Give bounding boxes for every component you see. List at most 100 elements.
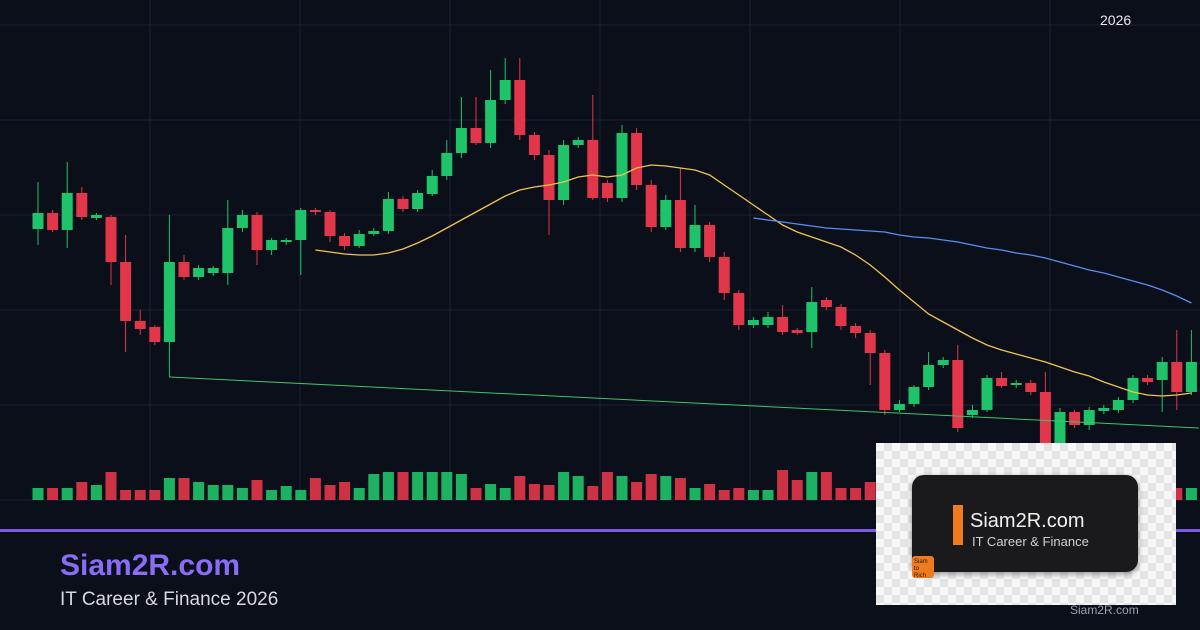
volume-bar [645, 474, 657, 500]
candle-body [981, 378, 993, 410]
volume-bar [674, 478, 686, 500]
volume-bar [339, 482, 351, 500]
volume-bar [733, 488, 745, 500]
volume-bar [324, 485, 336, 500]
candle-body [1054, 412, 1066, 445]
grid [0, 0, 1200, 501]
candle-body [777, 317, 789, 332]
candle-body [470, 128, 482, 143]
candle-body [1185, 362, 1197, 392]
candle-body [295, 210, 307, 240]
candle-body [251, 215, 263, 250]
volume-bar [163, 478, 175, 500]
tagline: IT Career & Finance 2026 [60, 589, 279, 610]
volume-bar [368, 474, 380, 500]
volume-bar [587, 486, 599, 500]
volume-bar [689, 488, 701, 500]
candle-body [893, 404, 905, 410]
candle-body [455, 128, 467, 153]
candle-body [485, 100, 497, 143]
candle-body [90, 215, 102, 218]
volume-bar [295, 490, 307, 500]
candle-body [412, 193, 424, 209]
volume-bar [149, 490, 161, 500]
volume-bar [704, 484, 716, 500]
volume-bar [236, 488, 248, 500]
volume-bar [777, 470, 789, 500]
volume-bar [193, 482, 205, 500]
candle-body [996, 378, 1008, 386]
volume-bar [222, 485, 234, 500]
volume-bar [309, 478, 321, 500]
candle-body [61, 193, 73, 230]
volume-bar [441, 472, 453, 500]
candle-body [631, 133, 643, 185]
candle-body [1025, 383, 1037, 392]
divider [0, 529, 1200, 532]
volume-bar [397, 472, 409, 500]
candle-body [514, 80, 526, 135]
brand: Siam2R.com [60, 549, 241, 582]
volume-bar [485, 484, 497, 500]
candle-body [1098, 408, 1110, 411]
candle-body [1112, 400, 1124, 410]
volume-bar [76, 482, 88, 500]
volume-bar [835, 488, 847, 500]
candle-body [266, 240, 278, 250]
volume-bar [660, 476, 672, 500]
candle-body [134, 321, 146, 329]
logo-name: Siam2R.com [970, 510, 1085, 532]
volume-bar [47, 488, 59, 500]
volume-bar [105, 472, 117, 500]
volume-bar [207, 485, 219, 500]
candle-body [353, 234, 365, 246]
candle-body [601, 183, 613, 198]
volume-bar [558, 472, 570, 500]
candle-body [382, 199, 394, 231]
candle-body [368, 231, 380, 234]
volume-bar [120, 490, 132, 500]
volume-bar [61, 488, 73, 500]
volume-bar [266, 490, 278, 500]
candle-body [1069, 412, 1081, 425]
volume-bar [353, 488, 365, 500]
candle-body [324, 212, 336, 236]
candle-body [645, 185, 657, 227]
candle-body [47, 213, 59, 230]
volume-bar [499, 488, 511, 500]
candle-body [558, 145, 570, 200]
candle-body [864, 333, 876, 353]
candle-body [674, 200, 686, 248]
volume-bar [32, 488, 44, 500]
candle-body [441, 153, 453, 176]
candle-body [178, 262, 190, 277]
year-label: 2026 [1100, 12, 1132, 28]
candle-body [499, 80, 511, 100]
volume-bar [601, 472, 613, 500]
candle-body [397, 199, 409, 209]
candle-body [791, 330, 803, 333]
candle-body [820, 300, 832, 307]
candle-body [193, 268, 205, 277]
candle-body [835, 307, 847, 326]
candle-body [1142, 378, 1154, 382]
candle-body [1171, 362, 1183, 392]
volume-bar [528, 484, 540, 500]
logo-bar [953, 505, 963, 545]
logo-box: Siam2R.com IT Career & Finance Siam to R… [876, 443, 1176, 605]
volume-bar [864, 482, 876, 500]
candle-body [105, 217, 117, 262]
candle-body [426, 176, 438, 194]
volume-bar [820, 472, 832, 500]
candle-body [806, 302, 818, 332]
candle-body [718, 257, 730, 293]
volume-bar [134, 490, 146, 500]
candle-body [32, 213, 44, 229]
candle-body [222, 228, 234, 273]
trendline [169, 376, 1199, 429]
candle-body [1039, 392, 1051, 445]
volume-bar [412, 472, 424, 500]
candle-body [163, 262, 175, 342]
candle-body [1156, 362, 1168, 380]
